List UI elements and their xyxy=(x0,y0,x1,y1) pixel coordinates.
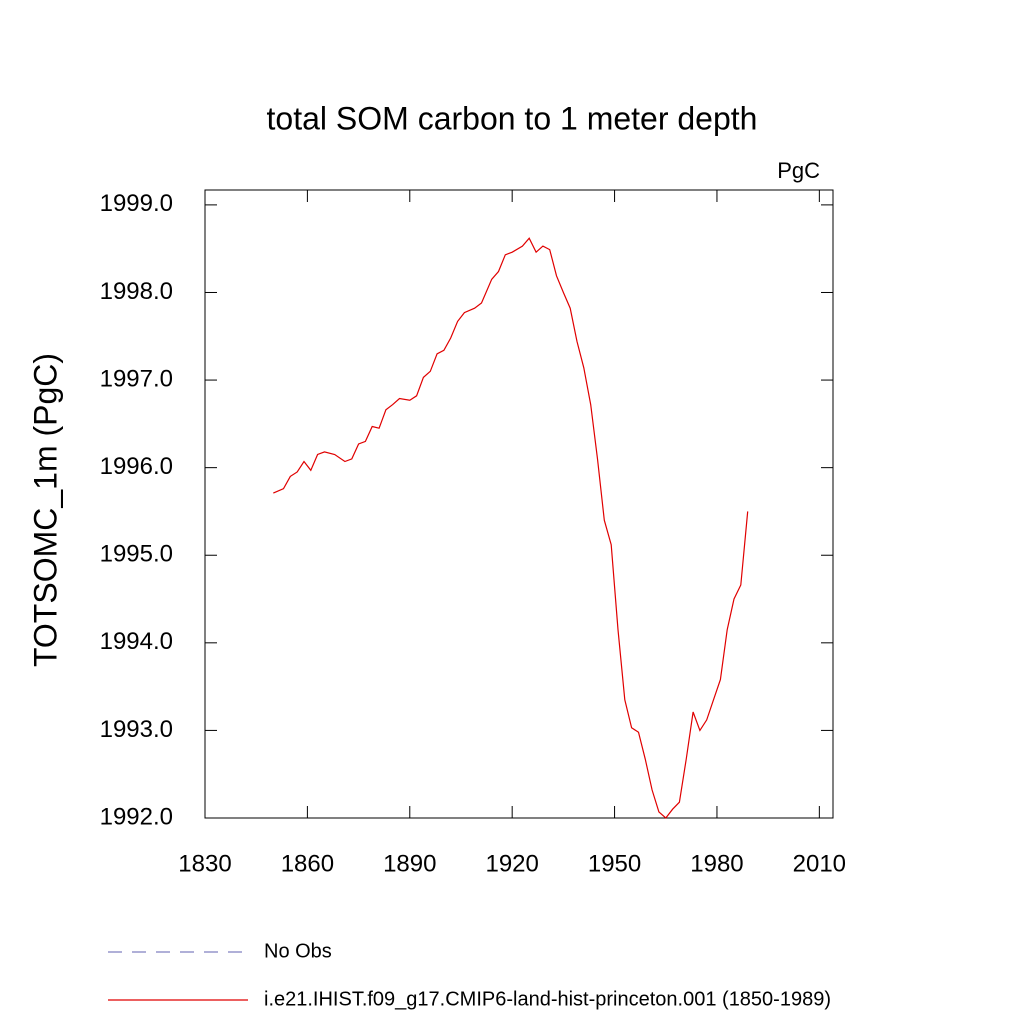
y-tick-label: 1993.0 xyxy=(100,716,173,743)
plot-frame xyxy=(204,189,834,819)
x-tick-label: 1890 xyxy=(383,850,436,877)
x-tick-label: 1950 xyxy=(588,850,641,877)
units-label: PgC xyxy=(777,158,820,183)
y-tick-label: 1995.0 xyxy=(100,541,173,568)
x-tick-label: 1980 xyxy=(690,850,743,877)
x-tick-label: 1920 xyxy=(485,850,538,877)
chart-title: total SOM carbon to 1 meter depth xyxy=(267,100,758,136)
y-tick-label: 1999.0 xyxy=(100,190,173,217)
y-tick-label: 1997.0 xyxy=(100,365,173,392)
x-tick-label: 1830 xyxy=(178,850,231,877)
y-tick-label: 1996.0 xyxy=(100,453,173,480)
x-tick-label: 1860 xyxy=(281,850,334,877)
legend-label: i.e21.IHIST.f09_g17.CMIP6-land-hist-prin… xyxy=(264,988,831,1010)
x-tick-label: 2010 xyxy=(793,850,846,877)
y-tick-label: 1998.0 xyxy=(100,278,173,305)
y-tick-label: 1992.0 xyxy=(100,803,173,830)
data-line xyxy=(273,237,749,819)
y-tick-label: 1994.0 xyxy=(100,628,173,655)
legend-label: No Obs xyxy=(264,940,332,962)
y-axis-label: TOTSOMC_1m (PgC) xyxy=(27,353,63,667)
